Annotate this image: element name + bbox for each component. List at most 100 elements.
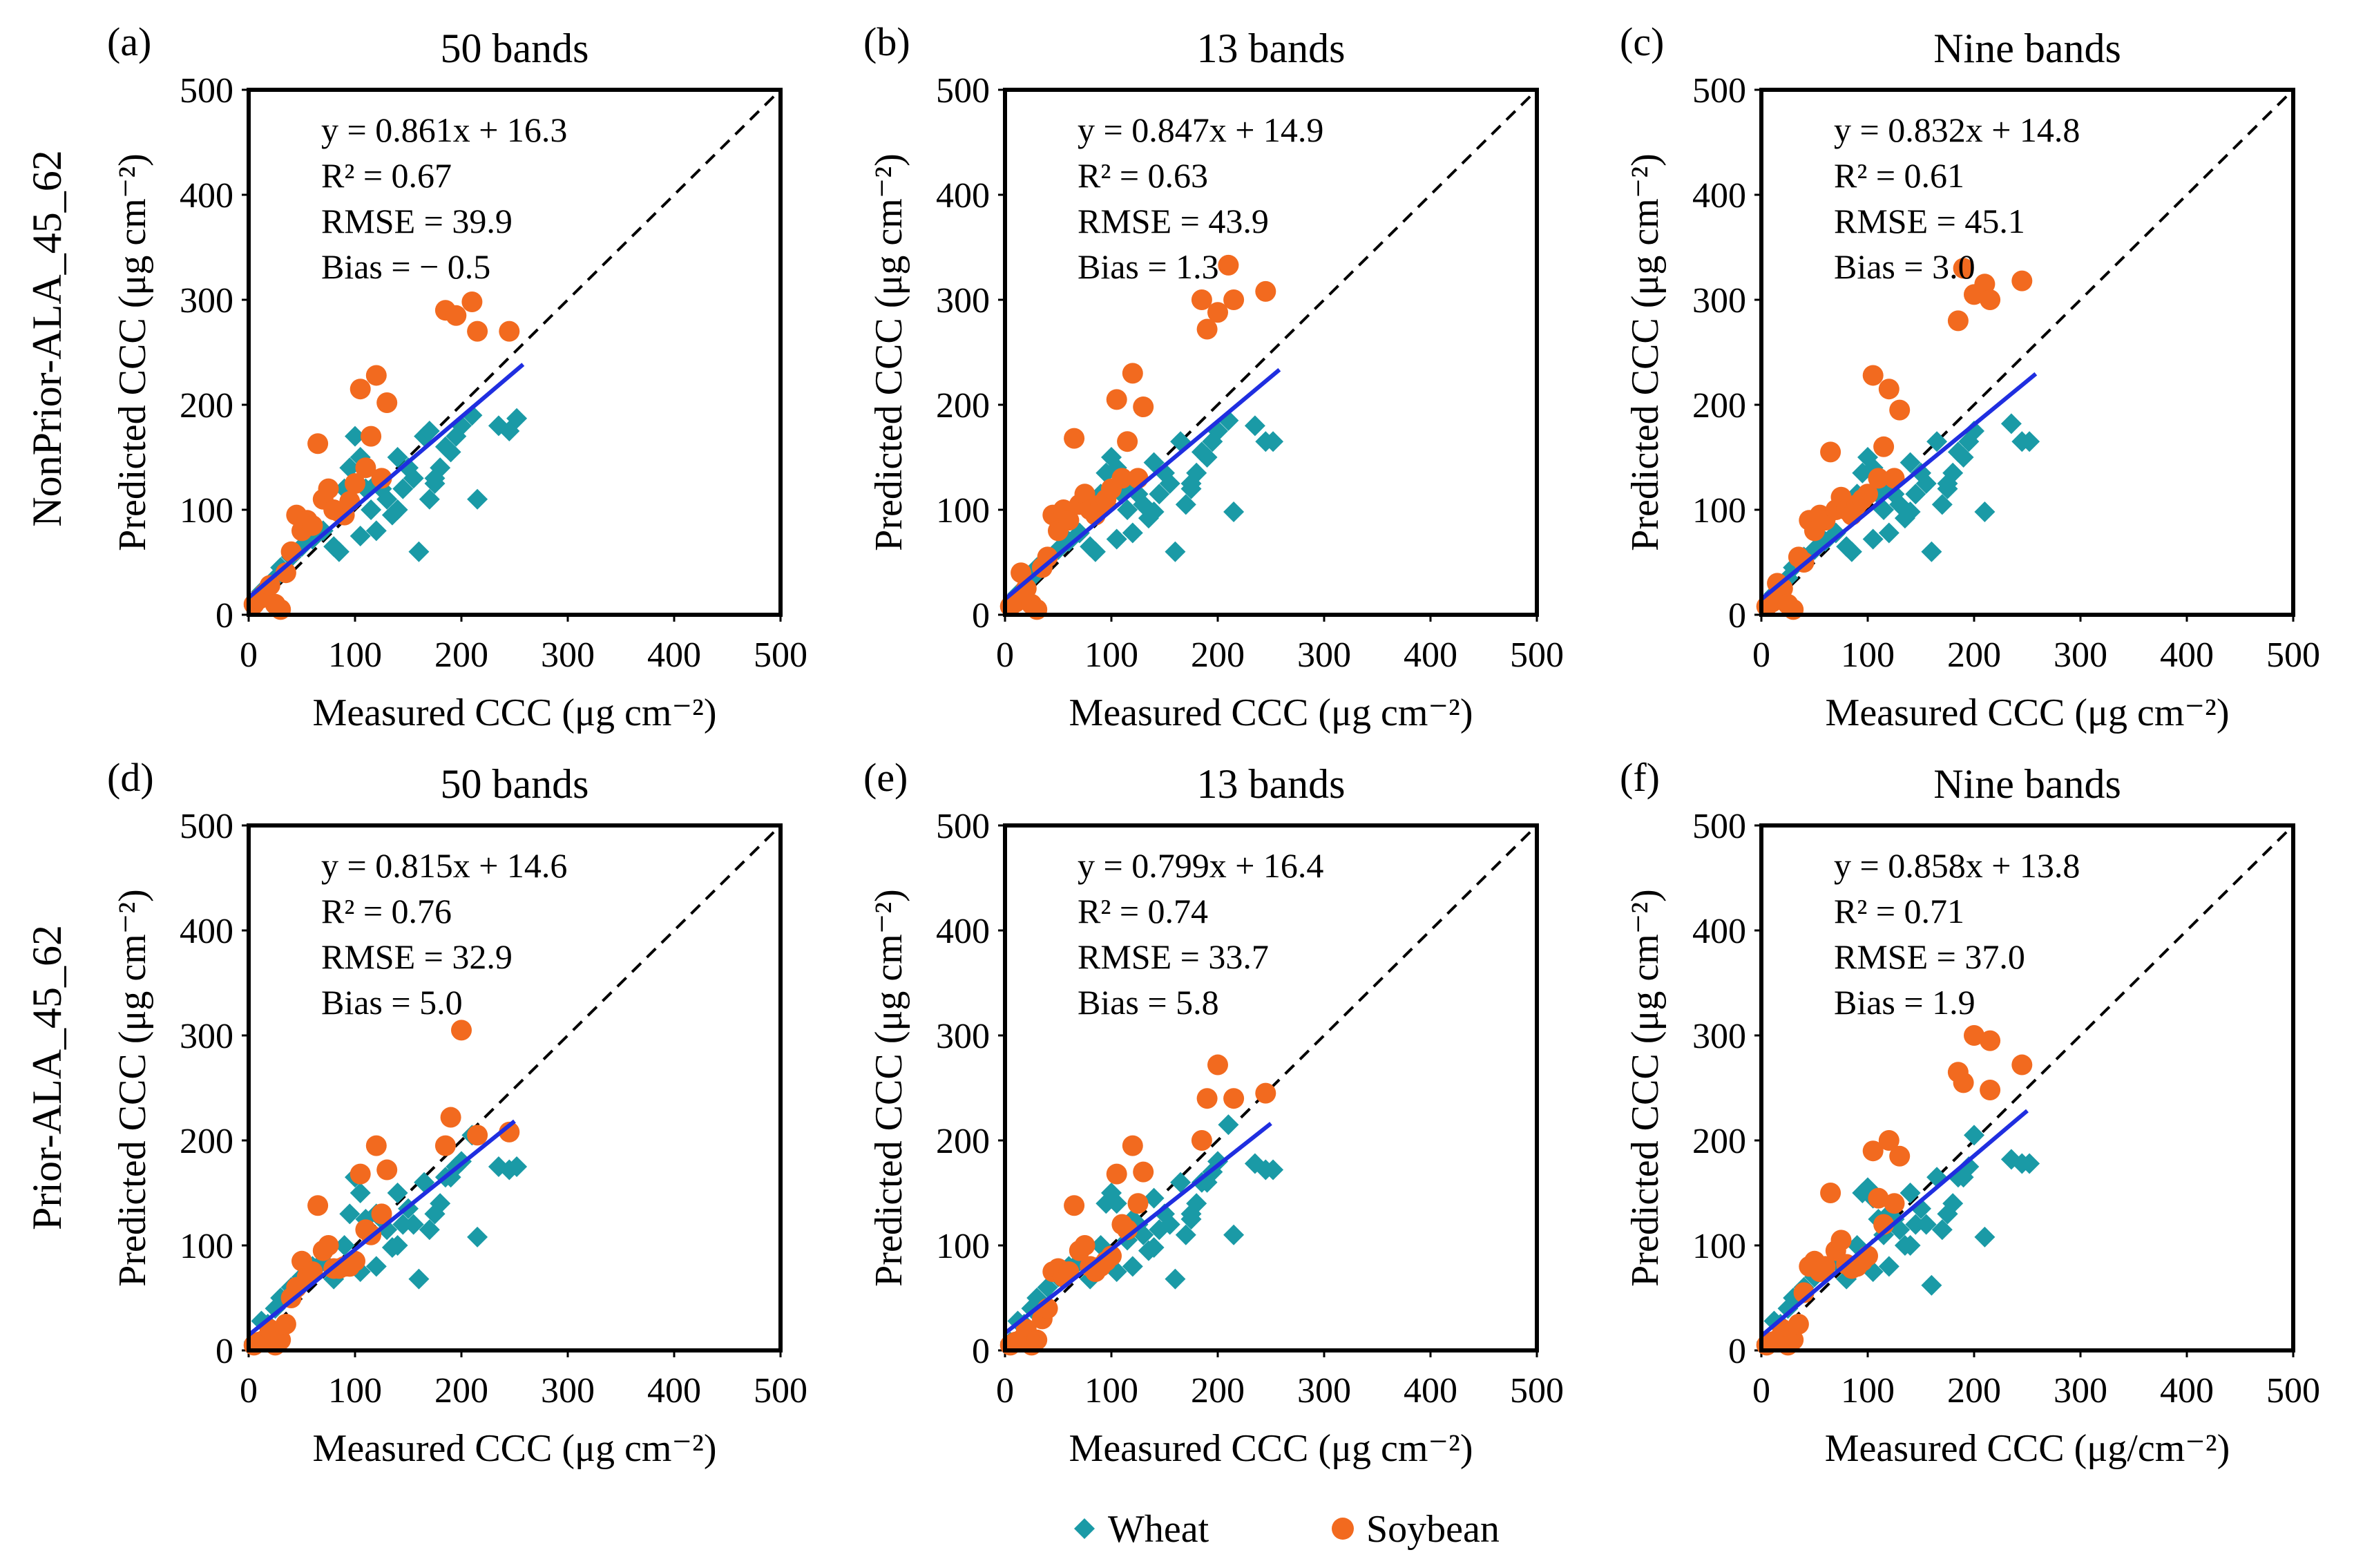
stat-text: R² = 0.74 <box>1078 892 1208 930</box>
wheat-point <box>1175 494 1196 515</box>
wheat-point <box>506 1156 528 1177</box>
soybean-point <box>259 575 280 596</box>
one-to-one-line <box>247 88 782 616</box>
soybean-point <box>365 365 387 386</box>
wheat-point <box>1159 473 1180 494</box>
y-tick-label: 500 <box>1692 807 1746 846</box>
wheat-point <box>1905 1214 1926 1235</box>
stat-text: Bias = − 0.5 <box>321 247 490 286</box>
soybean-point <box>1191 289 1212 310</box>
chart-panel: (d) 50 bands 0 100 200 300 400 500 0 100 200 300 400… <box>107 755 807 1470</box>
wheat-point <box>1974 1226 1996 1247</box>
soybean-point <box>1106 389 1127 410</box>
y-axis-label: Predicted CCC (μg cm⁻²) <box>1624 889 1667 1287</box>
soybean-point <box>1947 310 1969 332</box>
fit-line <box>247 363 525 600</box>
x-tick-label: 500 <box>754 635 807 675</box>
soybean-point <box>302 1261 323 1282</box>
wheat-point <box>1921 1274 1942 1296</box>
soybean-point <box>1868 468 1889 489</box>
plot-frame <box>1759 823 2295 1352</box>
x-axis-label: Measured CCC (μg cm⁻²) <box>1069 1427 1473 1470</box>
soybean-point <box>467 321 488 342</box>
wheat-point <box>392 1214 414 1235</box>
soybean-point <box>1074 484 1095 505</box>
wheat-point <box>1165 541 1186 562</box>
soybean-point <box>1064 428 1085 449</box>
stat-text: Bias = 3.0 <box>1834 247 1975 286</box>
y-tick-label: 400 <box>936 912 990 951</box>
stat-text: Bias = 5.0 <box>321 983 463 1022</box>
y-axis-label: Predicted CCC (μg cm⁻²) <box>1624 153 1667 551</box>
soybean-point <box>1074 1235 1095 1256</box>
panel-label: (f) <box>1620 755 1660 800</box>
soybean-point <box>1862 1140 1884 1162</box>
wheat-point <box>419 488 440 510</box>
soybean-point <box>376 392 398 413</box>
x-tick-label: 300 <box>541 1371 595 1411</box>
soybean-point <box>1133 396 1154 418</box>
wheat-point <box>2019 1153 2040 1174</box>
wheat-point <box>1223 501 1245 523</box>
soybean-point <box>1207 1054 1228 1075</box>
wheat-point <box>408 1268 430 1290</box>
wheat-point <box>506 408 528 429</box>
soybean-point <box>307 1195 329 1216</box>
soybean-point <box>1878 1130 1900 1151</box>
soybean-point <box>318 478 339 499</box>
x-tick-label: 100 <box>328 635 382 675</box>
soybean-point <box>1218 254 1239 276</box>
soybean-point <box>2011 1054 2033 1075</box>
y-axis-label: Predicted CCC (μg cm⁻²) <box>868 153 910 551</box>
wheat-point <box>334 1235 355 1256</box>
soybean-point <box>1223 289 1245 310</box>
wheat-point <box>1143 1187 1165 1209</box>
soybean-point <box>345 473 365 494</box>
stat-text: R² = 0.63 <box>1078 156 1208 195</box>
soybean-point <box>1980 1030 2001 1051</box>
wheat-point <box>392 478 414 499</box>
x-tick-label: 0 <box>1752 1371 1770 1411</box>
x-tick-label: 400 <box>1404 1371 1457 1411</box>
y-tick-label: 200 <box>180 1122 233 1161</box>
chart-panel: (c) Nine bands 0 100 200 300 400 500 0 100 200 300 4… <box>1620 19 2320 734</box>
plot-frame <box>247 88 783 617</box>
soybean-point <box>1889 1145 1911 1167</box>
x-tick-label: 200 <box>434 1371 488 1411</box>
soybean-point <box>365 1135 387 1156</box>
x-tick-label: 300 <box>541 635 595 675</box>
soybean-point <box>376 1159 398 1180</box>
wheat-point <box>1915 473 1937 494</box>
soybean-point <box>350 379 371 400</box>
wheat-point <box>1143 501 1165 523</box>
y-tick-label: 100 <box>936 1227 990 1266</box>
y-tick-label: 0 <box>1728 596 1746 635</box>
wheat-point <box>376 488 398 510</box>
soybean-point <box>275 1314 296 1335</box>
soybean-point <box>350 1163 371 1185</box>
soybean-point <box>1101 1245 1122 1267</box>
soybean-point <box>1857 1245 1878 1267</box>
soybean-point <box>307 433 329 455</box>
wheat-point <box>1263 431 1284 452</box>
panel-label: (d) <box>107 755 154 800</box>
y-tick-label: 200 <box>180 386 233 426</box>
soybean-point <box>1878 379 1900 400</box>
wheat-point <box>1900 1183 1921 1203</box>
soybean-point <box>1037 546 1058 568</box>
x-tick-label: 0 <box>240 1371 258 1411</box>
stat-text: y = 0.815x + 14.6 <box>321 846 567 885</box>
legend-soybean-marker <box>1332 1518 1354 1540</box>
chart-title: 13 bands <box>1197 26 1346 71</box>
soybean-point <box>1255 280 1276 302</box>
stat-text: RMSE = 39.9 <box>321 202 513 240</box>
y-tick-label: 100 <box>1692 1227 1746 1266</box>
soybean-point <box>1788 1314 1809 1335</box>
soybean-point <box>1111 468 1133 489</box>
wheat-point <box>1900 501 1921 523</box>
soybean-point <box>275 562 296 584</box>
y-tick-label: 0 <box>972 596 990 635</box>
y-tick-label: 400 <box>180 912 233 951</box>
y-tick-label: 500 <box>1692 71 1746 111</box>
y-tick-label: 300 <box>180 281 233 321</box>
